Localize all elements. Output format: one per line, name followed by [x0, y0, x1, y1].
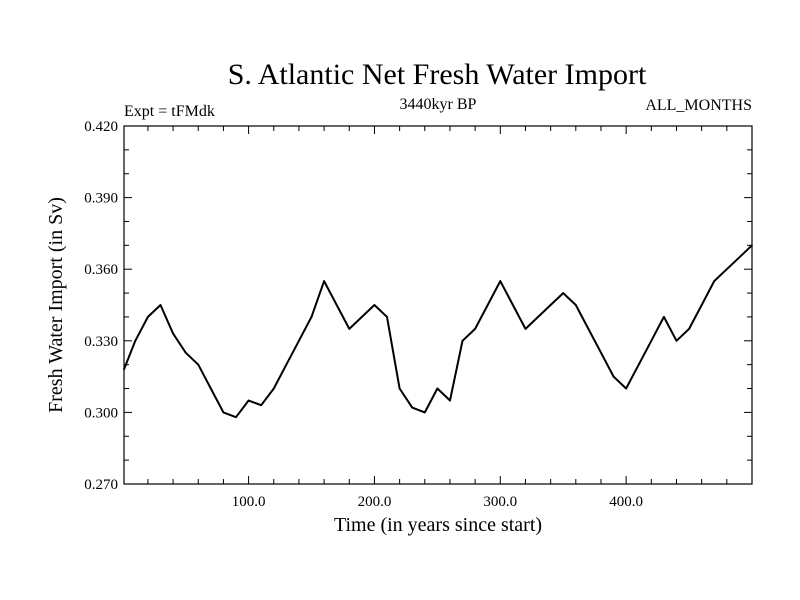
data-point [688, 328, 690, 330]
data-point [348, 328, 351, 330]
data-point [663, 316, 665, 318]
time-label: 3440kyr BP [400, 96, 477, 113]
data-point [134, 340, 137, 342]
data-point [335, 304, 338, 306]
y-tick-label: 0.390 [84, 191, 118, 207]
data-point [398, 387, 401, 390]
data-point [461, 340, 464, 342]
data-point [235, 416, 237, 418]
x-tick-label: 100.0 [232, 494, 266, 510]
data-point [587, 328, 590, 330]
data-point [738, 256, 741, 259]
data-point [436, 387, 439, 390]
x-tick-label: 200.0 [358, 494, 392, 510]
x-tick-label: 400.0 [609, 494, 643, 510]
data-point [575, 304, 577, 306]
data-point [386, 316, 388, 318]
y-tick-label: 0.300 [84, 405, 118, 421]
data-points [123, 244, 753, 418]
data-point [600, 351, 602, 354]
data-point [713, 280, 716, 282]
y-tick-label: 0.270 [84, 477, 118, 493]
plot-frame [123, 125, 753, 485]
data-point [474, 328, 476, 330]
data-point [172, 332, 174, 335]
data-point [423, 411, 426, 414]
data-point [637, 363, 640, 366]
data-point [323, 280, 325, 282]
data-point [499, 280, 502, 282]
x-axis-label: Time (in years since start) [334, 514, 542, 536]
data-point [512, 304, 514, 306]
y-tick-label: 0.420 [84, 119, 118, 135]
data-point [524, 328, 527, 330]
x-tick-label: 300.0 [483, 494, 517, 510]
data-point [361, 316, 363, 318]
experiment-label: Expt = tFMdk [124, 103, 215, 120]
y-axis-label: Fresh Water Import (in Sv) [45, 197, 67, 413]
data-point [197, 363, 200, 366]
data-point [700, 304, 703, 306]
data-point [562, 292, 565, 294]
y-tick-label: 0.360 [84, 262, 118, 278]
data-point [247, 399, 250, 402]
data-point [184, 351, 187, 354]
data-point [159, 304, 162, 306]
data-point [449, 399, 451, 402]
tick-labels: 100.0 200.0 300.0 400.0 0.270 0.300 0.330 0.360… [84, 119, 643, 510]
data-point [675, 340, 678, 342]
data-point [210, 387, 212, 390]
data-point [486, 304, 489, 306]
axis-ticks [124, 126, 753, 484]
data-point [147, 316, 149, 318]
data-point [650, 340, 653, 342]
data-point [310, 316, 313, 318]
y-tick-label: 0.330 [84, 334, 118, 350]
data-point [612, 375, 615, 378]
months-label: ALL_MONTHS [645, 97, 752, 114]
data-point [726, 268, 728, 271]
data-point [373, 304, 376, 306]
data-point [298, 340, 300, 342]
data-point [625, 387, 627, 390]
data-point [272, 387, 275, 390]
chart-title: S. Atlantic Net Fresh Water Import [228, 58, 647, 91]
data-point [222, 411, 225, 414]
data-point [285, 363, 288, 366]
data-point [260, 404, 262, 407]
data-point [537, 316, 539, 318]
data-point [411, 406, 414, 409]
data-point [549, 304, 552, 306]
